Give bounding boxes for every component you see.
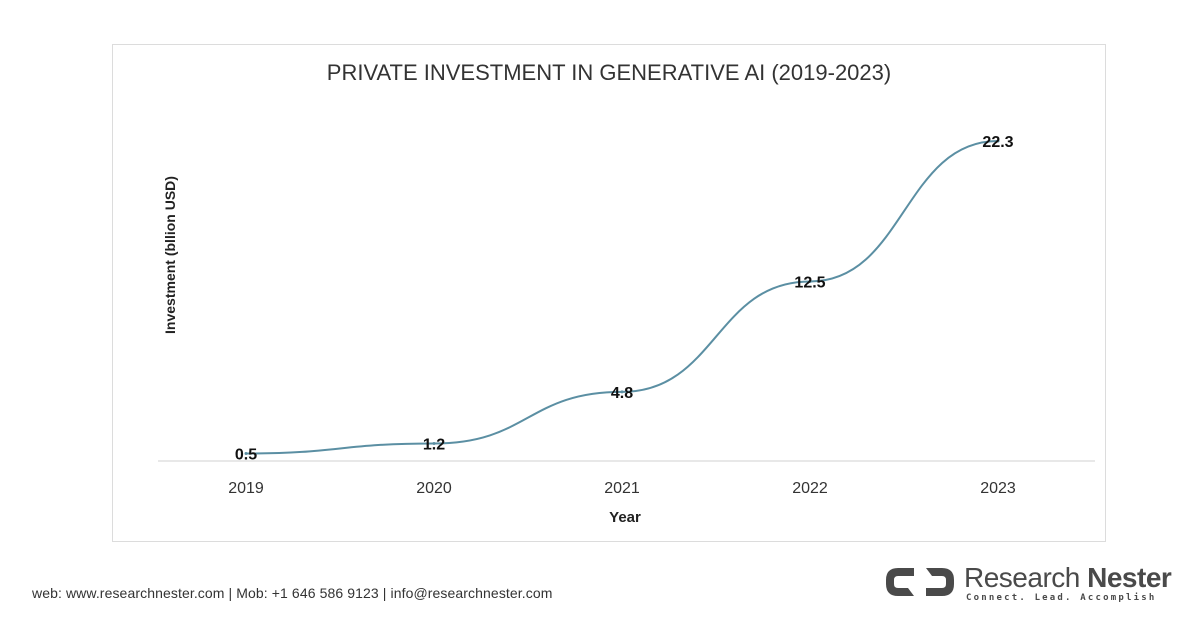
chart-title: PRIVATE INVESTMENT IN GENERATIVE AI (201… [327, 60, 891, 85]
data-label: 0.5 [235, 447, 257, 464]
data-label: 1.2 [423, 436, 445, 453]
x-tick-label: 2022 [792, 480, 828, 497]
x-tick-label: 2020 [416, 480, 452, 497]
data-label: 4.8 [611, 385, 633, 402]
footer-contact: web: www.researchnester.com | Mob: +1 64… [32, 585, 553, 601]
research-nester-logo-icon [886, 568, 954, 596]
data-point [244, 452, 248, 455]
series-line [245, 140, 999, 455]
data-point [996, 139, 1000, 143]
x-axis-label: Year [609, 509, 641, 526]
series-group [244, 139, 1000, 455]
data-point [620, 390, 624, 394]
data-labels: 0.5 1.2 4.8 12.5 22.3 [235, 134, 1014, 464]
brand-name-part1: Research [964, 562, 1080, 593]
data-label: 12.5 [794, 274, 825, 291]
data-label: 22.3 [982, 134, 1013, 151]
brand-name: Research Nester [964, 562, 1172, 594]
data-point [432, 441, 436, 445]
brand-logo: Research Nester Connect. Lead. Accomplis… [884, 562, 1174, 608]
x-tick-label: 2021 [604, 480, 640, 497]
brand-name-part2: Nester [1087, 562, 1172, 593]
x-tick-label: 2019 [228, 480, 264, 497]
x-tick-label: 2023 [980, 480, 1016, 497]
chart-card: PRIVATE INVESTMENT IN GENERATIVE AI (201… [112, 44, 1106, 542]
line-chart: PRIVATE INVESTMENT IN GENERATIVE AI (201… [158, 60, 1095, 526]
x-tick-labels: 2019 2020 2021 2022 2023 [228, 480, 1016, 497]
data-point [808, 279, 812, 283]
y-axis-label: Investment (bllion USD) [162, 176, 178, 334]
brand-tagline: Connect. Lead. Accomplish [966, 593, 1157, 603]
